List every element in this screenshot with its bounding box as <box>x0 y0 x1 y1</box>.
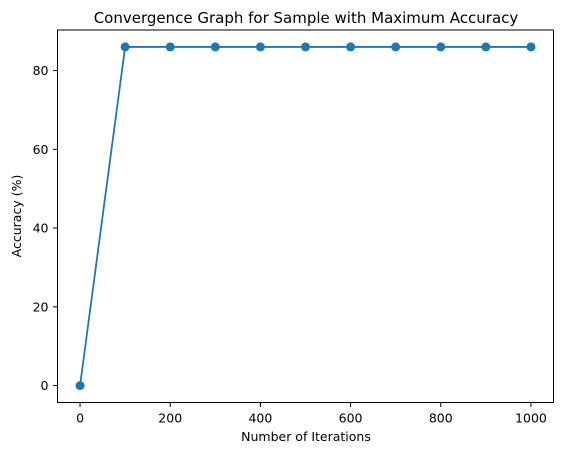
plot-area: 0 200 400 600 800 1000 0 20 40 60 80 <box>33 29 554 426</box>
chart-title: Convergence Graph for Sample with Maximu… <box>94 9 519 27</box>
x-tick-label: 200 <box>158 411 182 426</box>
y-tick-label: 40 <box>33 221 49 236</box>
data-point <box>526 42 536 52</box>
data-point <box>436 42 446 52</box>
data-point <box>210 42 220 52</box>
y-tick-label: 80 <box>33 63 49 78</box>
data-point <box>391 42 401 52</box>
x-tick-label: 600 <box>339 411 363 426</box>
x-tick-label: 800 <box>429 411 453 426</box>
data-point <box>165 42 175 52</box>
x-tick-label: 0 <box>76 411 84 426</box>
x-axis-label: Number of Iterations <box>241 429 371 444</box>
x-tick-label: 400 <box>248 411 272 426</box>
data-point <box>301 42 310 52</box>
data-point <box>75 381 85 391</box>
data-point <box>120 42 130 52</box>
y-axis-label: Accuracy (%) <box>9 175 24 258</box>
data-point <box>255 42 265 52</box>
data-point <box>346 42 356 52</box>
y-tick-label: 60 <box>33 142 49 157</box>
y-tick-label: 0 <box>41 378 49 393</box>
x-tick-label: 1000 <box>515 411 547 426</box>
y-tick-label: 20 <box>33 299 49 314</box>
data-point <box>481 42 491 52</box>
plot-frame <box>57 29 554 403</box>
